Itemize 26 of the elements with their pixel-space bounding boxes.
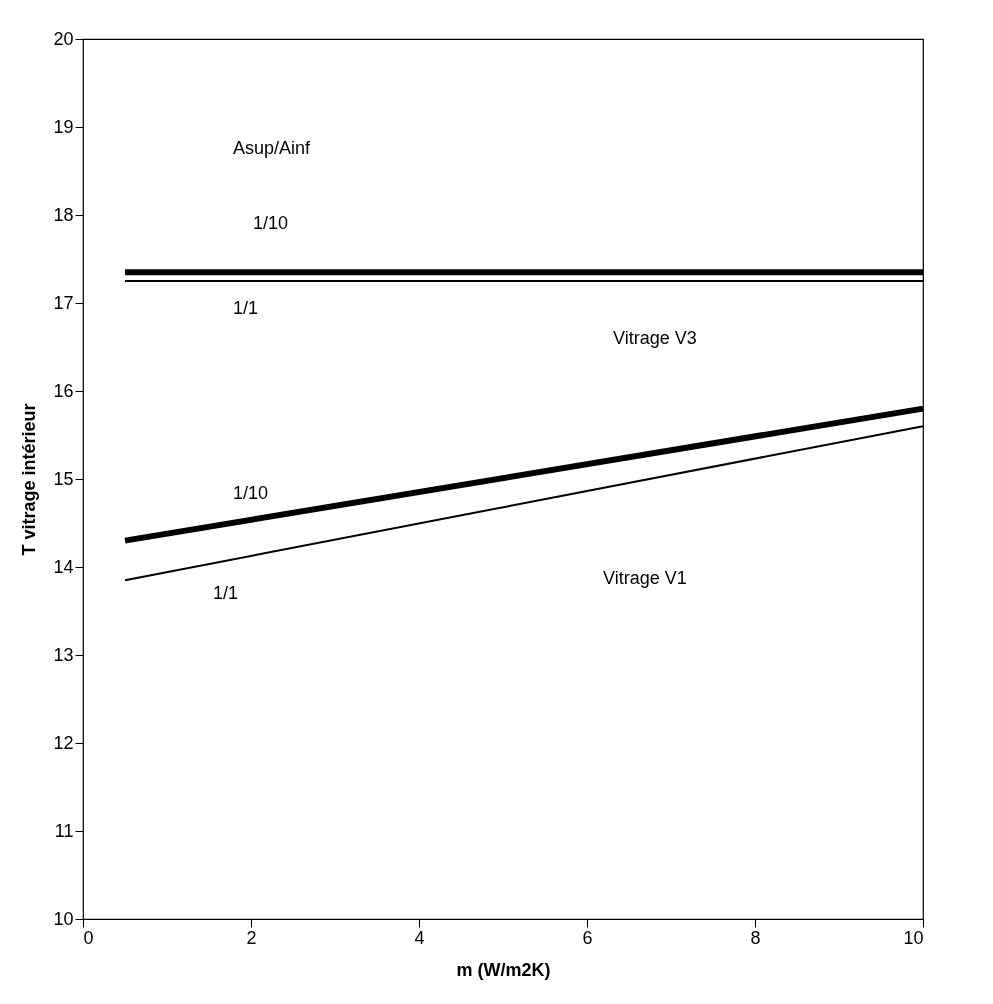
y-tick-label: 12 bbox=[53, 732, 74, 753]
x-tick-label: 2 bbox=[246, 927, 257, 948]
annotation: 1/10 bbox=[253, 213, 289, 233]
x-tick-label: 0 bbox=[83, 927, 94, 948]
annotation: Asup/Ainf bbox=[233, 138, 312, 158]
annotation: 1/1 bbox=[213, 583, 239, 603]
y-tick-label: 13 bbox=[53, 644, 74, 665]
x-tick-label: 4 bbox=[414, 927, 425, 948]
x-tick-label: 8 bbox=[750, 927, 761, 948]
annotation: Vitrage V1 bbox=[603, 568, 687, 588]
annotation: 1/1 bbox=[233, 298, 259, 318]
annotation: Vitrage V3 bbox=[613, 328, 697, 348]
y-tick-label: 11 bbox=[54, 820, 74, 841]
y-tick-label: 10 bbox=[53, 908, 74, 929]
annotation: 1/10 bbox=[233, 483, 269, 503]
y-tick-label: 14 bbox=[53, 556, 74, 577]
x-tick-label: 10 bbox=[903, 927, 924, 948]
y-tick-label: 17 bbox=[53, 292, 74, 313]
y-tick-label: 18 bbox=[53, 204, 74, 225]
x-tick-label: 6 bbox=[582, 927, 593, 948]
y-axis-title: T vitrage intérieur bbox=[19, 403, 40, 556]
y-tick-label: 15 bbox=[53, 468, 74, 489]
y-tick-label: 19 bbox=[53, 116, 74, 137]
y-tick-label: 20 bbox=[53, 28, 74, 49]
x-axis-title: m (W/m2K) bbox=[456, 959, 551, 980]
y-tick-label: 16 bbox=[53, 380, 74, 401]
